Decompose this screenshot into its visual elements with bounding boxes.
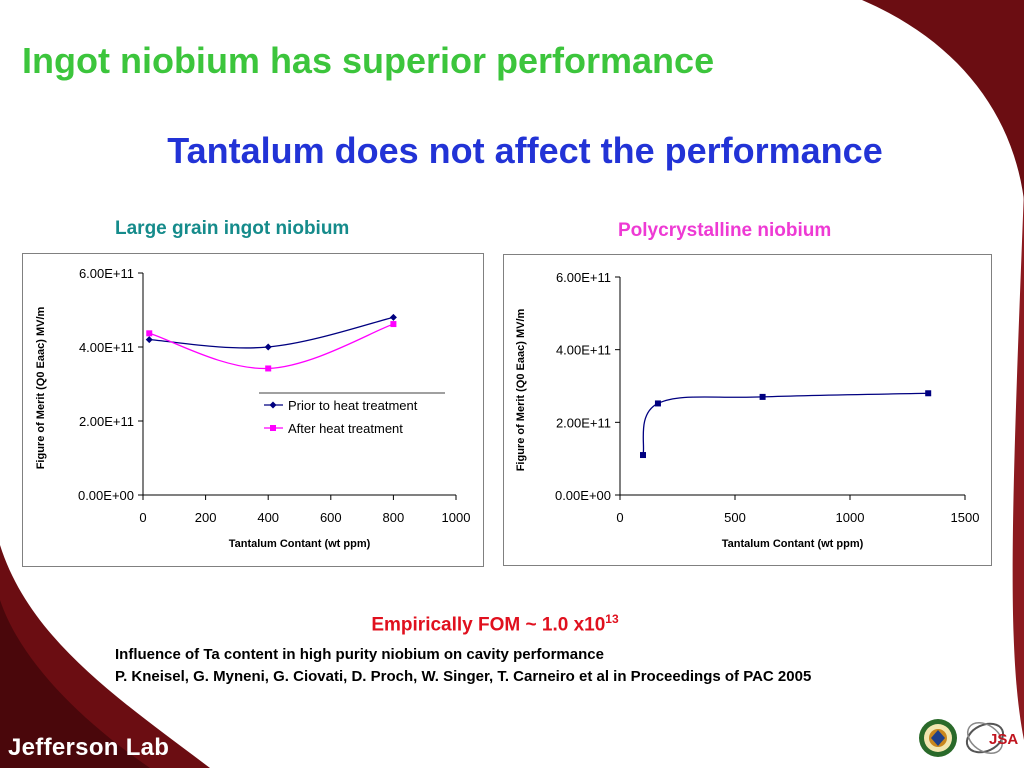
data-point bbox=[654, 400, 661, 407]
data-point bbox=[759, 393, 766, 400]
chart-ingot-niobium: 0.00E+00 2.00E+11 4.00E+11 6.00E+11 0 200 400 6… bbox=[22, 253, 484, 567]
right-edge-swoosh bbox=[1012, 190, 1024, 740]
x-tick-label: 800 bbox=[383, 510, 405, 525]
y-tick-label: 6.00E+11 bbox=[79, 266, 134, 281]
doe-seal-logo bbox=[919, 719, 957, 757]
chart-heading-ingot: Large grain ingot niobium bbox=[115, 218, 350, 239]
x-tick-label: 1500 bbox=[951, 510, 980, 525]
jsa-logo-text: JSA bbox=[989, 731, 1018, 748]
x-tick-label: 600 bbox=[320, 510, 342, 525]
data-point bbox=[146, 330, 153, 337]
series-line-0 bbox=[149, 316, 394, 349]
y-tick-label: 0.00E+00 bbox=[555, 488, 611, 503]
x-tick-label: 0 bbox=[139, 510, 146, 525]
reference-authors: P. Kneisel, G. Myneni, G. Ciovati, D. Pr… bbox=[115, 668, 812, 685]
x-tick-label: 0 bbox=[616, 510, 623, 525]
y-axis-title: Figure of Merit (Q0 Eaac) MV/m bbox=[35, 306, 47, 469]
series-line-0 bbox=[642, 392, 929, 456]
chart-polycrystalline-svg: 0.00E+00 2.00E+11 4.00E+11 6.00E+11 0 500 1000… bbox=[515, 270, 980, 550]
y-tick-label: 2.00E+11 bbox=[556, 415, 611, 430]
x-tick-label: 200 bbox=[195, 510, 217, 525]
fom-exponent: 13 bbox=[605, 612, 619, 626]
x-tick-label: 500 bbox=[724, 510, 746, 525]
fom-statement: Empirically FOM ~ 1.0 x1013 bbox=[0, 612, 990, 636]
legend-label: Prior to heat treatment bbox=[288, 398, 418, 413]
y-tick-label: 4.00E+11 bbox=[556, 343, 611, 358]
data-point bbox=[925, 390, 932, 397]
legend-marker bbox=[269, 401, 277, 409]
data-point bbox=[640, 452, 646, 459]
data-point bbox=[264, 343, 272, 351]
y-tick-label: 6.00E+11 bbox=[556, 270, 611, 285]
y-tick-label: 0.00E+00 bbox=[78, 488, 134, 503]
x-tick-label: 1000 bbox=[442, 510, 471, 525]
data-point bbox=[145, 336, 153, 344]
reference-title: Influence of Ta content in high purity n… bbox=[115, 646, 604, 663]
x-tick-label: 1000 bbox=[836, 510, 865, 525]
jefferson-lab-logo: Jefferson Lab bbox=[8, 734, 170, 761]
chart-heading-polycrystalline: Polycrystalline niobium bbox=[618, 220, 832, 241]
y-tick-label: 2.00E+11 bbox=[79, 414, 134, 429]
data-point bbox=[265, 365, 272, 372]
y-tick-label: 4.00E+11 bbox=[79, 340, 134, 355]
chart-ingot-svg: 0.00E+00 2.00E+11 4.00E+11 6.00E+11 0 200 400 6… bbox=[35, 266, 471, 550]
slide-subtitle: Tantalum does not affect the performance bbox=[167, 130, 883, 171]
data-point bbox=[390, 321, 397, 328]
slide-title: Ingot niobium has superior performance bbox=[22, 40, 715, 81]
x-tick-label: 400 bbox=[257, 510, 279, 525]
y-axis-title: Figure of Merit (Q0 Eaac) MV/m bbox=[515, 308, 527, 471]
x-axis-title: Tantalum Contant (wt ppm) bbox=[229, 538, 371, 550]
bottom-left-swoosh-shade bbox=[0, 600, 150, 768]
chart-polycrystalline-niobium: 0.00E+00 2.00E+11 4.00E+11 6.00E+11 0 500 1000… bbox=[503, 254, 992, 566]
data-point bbox=[389, 313, 397, 321]
fom-text: Empirically FOM ~ 1.0 x10 bbox=[371, 614, 606, 636]
legend-marker bbox=[270, 425, 276, 431]
x-axis-title: Tantalum Contant (wt ppm) bbox=[722, 538, 864, 550]
legend-label: After heat treatment bbox=[288, 421, 403, 436]
jsa-logo: JSA bbox=[965, 722, 1018, 754]
top-right-swoosh bbox=[862, 0, 1024, 200]
